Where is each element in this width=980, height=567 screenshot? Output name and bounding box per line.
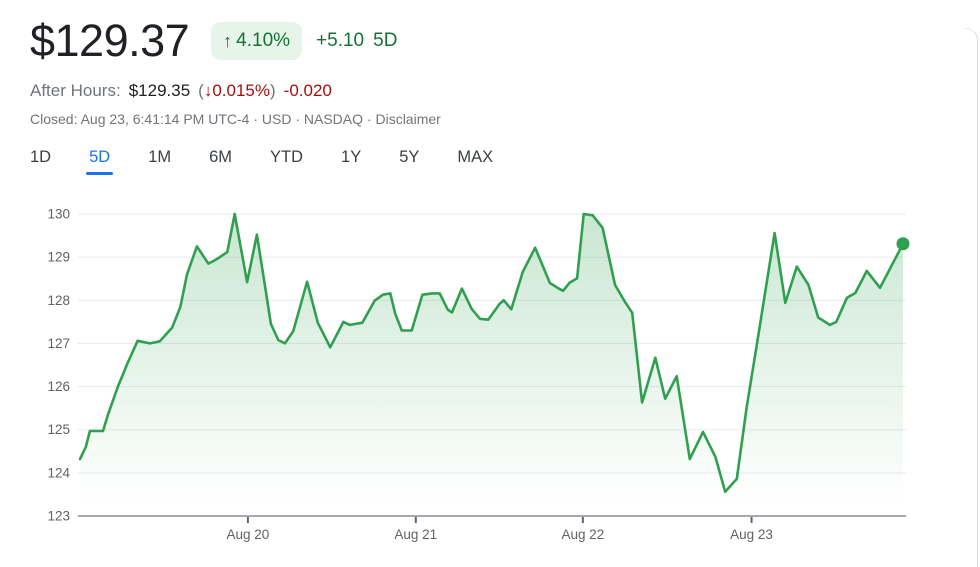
y-axis-label: 130 xyxy=(47,207,70,222)
tab-1m[interactable]: 1M xyxy=(148,148,172,166)
price-row: $129.37 ↑ 4.10% +5.10 5D xyxy=(30,14,397,68)
y-axis-label: 124 xyxy=(47,465,70,480)
card-border xyxy=(965,28,978,567)
chart-area: 123 124 125 126 127 128 129 130 Aug 20 Aug 21 Aug … xyxy=(0,187,980,567)
after-hours-row: After Hours: $129.35 (↓ 0.015%) -0.020 xyxy=(30,81,332,101)
tab-1d[interactable]: 1D xyxy=(30,148,52,166)
after-hours-price: $129.35 xyxy=(128,81,191,100)
down-arrow-icon: ↓ xyxy=(203,81,213,100)
disclaimer-link[interactable]: Disclaimer xyxy=(375,111,441,127)
change-period: 5D xyxy=(373,30,398,51)
tab-5d[interactable]: 5D xyxy=(81,141,118,180)
market-status-text: Closed: Aug 23, 6:41:14 PM UTC-4 · USD ·… xyxy=(30,111,376,127)
x-axis-label: Aug 23 xyxy=(730,527,773,542)
price-chart[interactable]: 123 124 125 126 127 128 129 130 Aug 20 Aug 21 Aug … xyxy=(0,187,980,567)
tab-ytd[interactable]: YTD xyxy=(270,148,304,166)
current-price: $129.37 xyxy=(30,15,190,66)
after-hours-percent: 0.015% xyxy=(212,81,270,100)
x-axis-label: Aug 22 xyxy=(561,527,604,542)
y-axis-label: 126 xyxy=(47,379,70,394)
y-axis-label: 127 xyxy=(47,336,70,351)
percent-change-badge: ↑ 4.10% xyxy=(211,22,303,60)
tab-5y[interactable]: 5Y xyxy=(399,148,420,166)
absolute-change: +5.10 5D xyxy=(316,22,397,60)
latest-price-dot xyxy=(896,237,910,251)
x-axis-label: Aug 20 xyxy=(226,527,269,542)
y-axis-label: 123 xyxy=(47,509,70,524)
up-arrow-icon: ↑ xyxy=(223,30,233,51)
y-axis-label: 128 xyxy=(47,293,70,308)
tab-1y[interactable]: 1Y xyxy=(341,148,362,166)
y-axis-label: 129 xyxy=(47,250,70,265)
area-fill xyxy=(80,214,903,516)
tab-6m[interactable]: 6M xyxy=(209,148,233,166)
price-line xyxy=(78,212,905,494)
change-amount: +5.10 xyxy=(316,30,365,51)
after-hours-label: After Hours: xyxy=(30,81,121,100)
paren-open: ( xyxy=(198,81,204,100)
tab-max[interactable]: MAX xyxy=(457,148,494,166)
x-axis-label: Aug 21 xyxy=(394,527,437,542)
range-tab-bar: 1D 5D 1M 6M YTD 1Y 5Y MAX xyxy=(22,141,501,180)
status-row: Closed: Aug 23, 6:41:14 PM UTC-4 · USD ·… xyxy=(30,111,441,127)
percent-change-value: 4.10% xyxy=(236,30,291,51)
after-hours-change: -0.020 xyxy=(283,81,332,100)
paren-close: ) xyxy=(270,81,276,100)
y-axis-label: 125 xyxy=(47,422,70,437)
